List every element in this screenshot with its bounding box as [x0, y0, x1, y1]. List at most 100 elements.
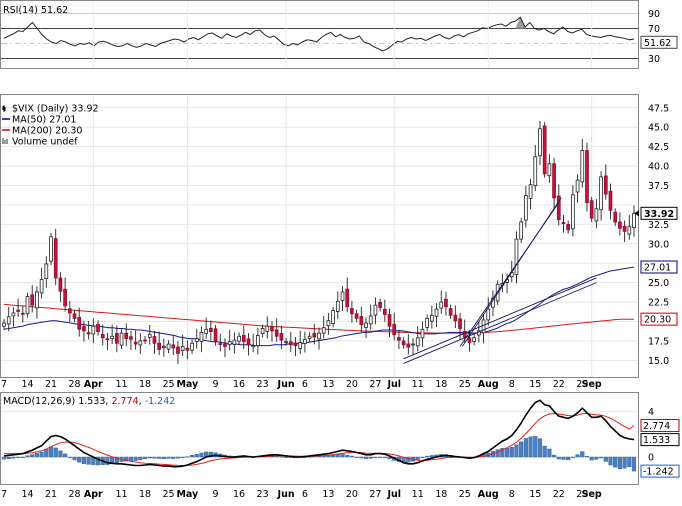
- macd-hist-bar: [429, 455, 434, 458]
- macd-hist-bar: [161, 456, 166, 459]
- candle: [392, 312, 397, 341]
- candle-down: [63, 288, 67, 307]
- date-tick-label: 22: [553, 489, 565, 500]
- macd-hist-bar: [128, 456, 134, 461]
- macd-hist-bar: [631, 456, 637, 472]
- price-panel: 15.017.520.022.525.030.032.537.540.042.5…: [0, 1, 678, 484]
- rsi-value-badge: [640, 35, 678, 49]
- candle-up: [533, 156, 538, 187]
- macd-hist-bar: [142, 456, 148, 460]
- candle-down: [246, 338, 251, 346]
- candle: [6, 307, 11, 332]
- macd-hist-bar: [373, 456, 378, 458]
- macd-hist-bar: [86, 456, 91, 465]
- date-tick-label: Sep: [582, 379, 602, 390]
- candle-down: [77, 317, 82, 330]
- candle: [204, 317, 209, 339]
- macd-hist-bar: [603, 456, 608, 462]
- macd-hist-bar: [519, 441, 524, 458]
- candle-down: [552, 163, 556, 199]
- candle-up: [368, 315, 373, 325]
- candle: [429, 305, 434, 329]
- macd-tick-label: 0: [648, 453, 654, 464]
- candle-down: [458, 318, 462, 329]
- candle-down: [448, 308, 453, 316]
- date-tick-label: 18: [139, 379, 151, 390]
- candle-down: [462, 330, 467, 338]
- candle-up: [340, 291, 345, 301]
- candle: [147, 324, 152, 345]
- date-tick-label: 14: [21, 489, 33, 500]
- candle-up: [580, 150, 585, 183]
- candle: [472, 333, 476, 346]
- candle-down: [58, 277, 63, 292]
- candle: [35, 286, 39, 319]
- macd-badge-text: 1.533: [643, 435, 670, 446]
- candle: [618, 212, 622, 236]
- legend-label: MA(50) 27.01: [12, 115, 76, 126]
- candle-down: [387, 314, 392, 327]
- price-tick-label: 47.5: [648, 103, 669, 114]
- price-tick-label: 32.5: [648, 220, 669, 231]
- candle-down: [444, 298, 448, 308]
- macd-hist-bar: [16, 456, 21, 458]
- candle-up: [194, 338, 199, 342]
- candle: [603, 164, 608, 200]
- date-tick-label: 11: [412, 379, 424, 390]
- candle: [524, 185, 528, 228]
- candle-up: [415, 337, 420, 347]
- candle-down: [622, 225, 627, 232]
- date-tick-label: 28: [68, 489, 80, 500]
- candle-down: [124, 332, 129, 339]
- candle-down: [467, 337, 472, 343]
- rsi-tick-label: 70: [648, 24, 660, 35]
- date-tick-label: 6: [302, 379, 308, 390]
- candle: [152, 330, 157, 354]
- candle: [528, 178, 533, 210]
- macd-hist-bar: [194, 453, 199, 458]
- candle: [326, 312, 331, 335]
- macd-axis: 4 0 2.774 1.533 -1.242: [640, 407, 680, 478]
- candle: [246, 333, 251, 356]
- candle-up: [11, 312, 16, 317]
- candles: [2, 120, 636, 365]
- date-tick-label: 27: [369, 379, 381, 390]
- date-tick-label: Aug: [478, 489, 499, 500]
- candle: [599, 171, 603, 221]
- date-tick-label: Aug: [478, 379, 499, 390]
- candle-down: [350, 308, 354, 315]
- price-tick-label: 40.0: [648, 162, 669, 173]
- macd-hist-bar: [528, 436, 533, 458]
- candle: [11, 307, 16, 327]
- date-tick-label: 29: [576, 489, 588, 500]
- candle: [448, 304, 453, 320]
- candle: [232, 332, 237, 354]
- candle: [105, 332, 110, 351]
- price-tick-label: 25.0: [648, 278, 669, 289]
- date-tick-label: 18: [435, 489, 447, 500]
- macd-hist-bar: [575, 454, 580, 458]
- rsi-tick-label: 30: [648, 54, 660, 65]
- candle-down: [223, 343, 227, 347]
- candle-down: [382, 308, 387, 315]
- candle-down: [312, 333, 317, 338]
- macd-badge: [640, 419, 680, 433]
- candle: [237, 332, 241, 345]
- date-tick-label: 7: [1, 489, 7, 500]
- candle-up: [162, 345, 166, 348]
- candle: [199, 326, 204, 353]
- candle-down: [86, 332, 91, 335]
- legend-label: $VIX (Daily) 33.92: [12, 104, 99, 115]
- candle: [25, 292, 30, 318]
- candle: [514, 231, 519, 284]
- macd-hist-bar: [570, 456, 575, 458]
- candle-up: [331, 310, 335, 324]
- macd-hist-bar: [495, 449, 500, 458]
- macd-hist-bar: [114, 456, 119, 463]
- date-tick-label: 27: [369, 489, 381, 500]
- candle-down: [603, 175, 608, 195]
- date-tick-label: Jun: [277, 489, 295, 500]
- macd-hist-bar: [39, 451, 44, 458]
- date-tick-label: 25: [459, 489, 471, 500]
- candle: [2, 319, 6, 331]
